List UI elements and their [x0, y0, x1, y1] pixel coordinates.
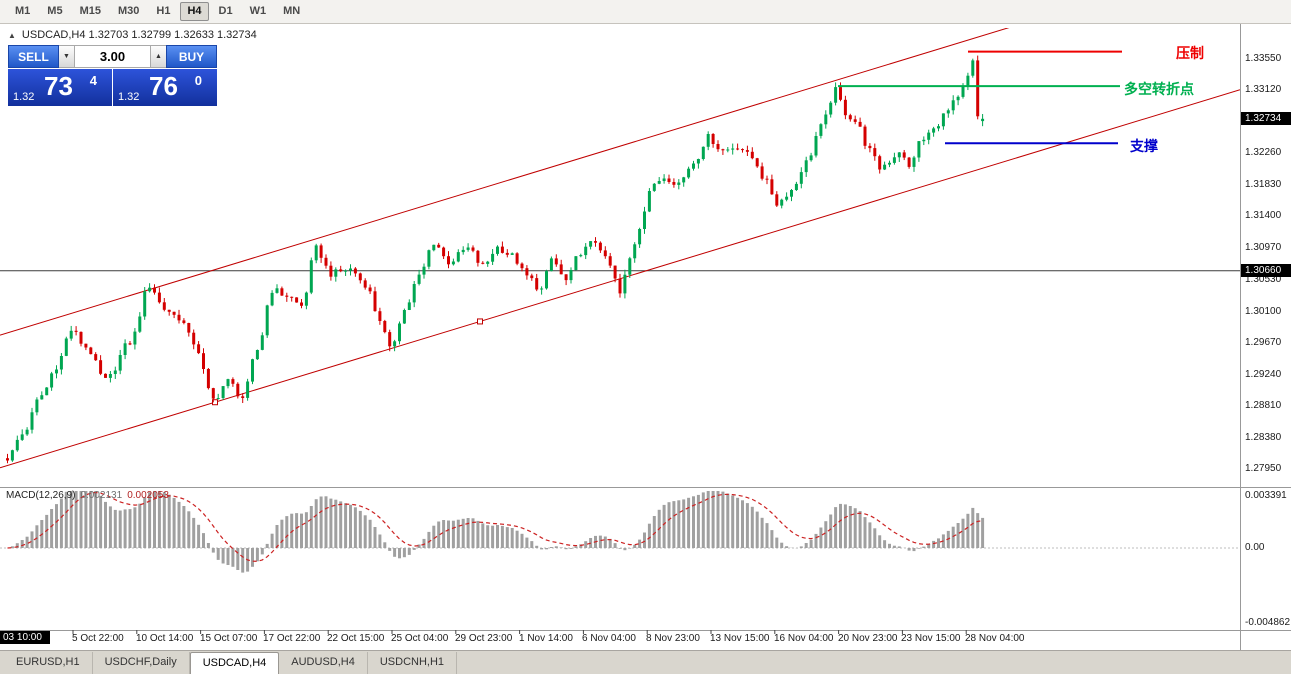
channel-upper-line [0, 28, 1010, 336]
time-axis-start-marker: 03 10:00 [0, 631, 50, 644]
price-tick-label: 1.27950 [1245, 463, 1282, 474]
time-tick-label: 16 Nov 04:00 [774, 633, 834, 644]
price-tick-label: 1.32260 [1245, 147, 1282, 158]
one-click-panel-collapse-icon[interactable]: ▲ [8, 30, 16, 40]
price-tick-label: 1.31830 [1245, 179, 1282, 190]
macd-name: MACD(12,26,9) [6, 490, 76, 501]
price-tick-label: 1.28380 [1245, 432, 1282, 443]
timeframe-button-m5[interactable]: M5 [47, 5, 63, 17]
buy-price-box[interactable]: 1.32 76 0 [113, 69, 217, 106]
macd-tick-label: 0.00 [1245, 542, 1265, 553]
timeframe-button-h4[interactable]: H4 [180, 2, 209, 21]
price-tick-label: 1.29240 [1245, 369, 1282, 380]
timeframe-button-m1[interactable]: M1 [15, 5, 31, 17]
price-tick-label: 1.30530 [1245, 274, 1282, 285]
time-tick-label: 28 Nov 04:00 [965, 633, 1025, 644]
time-tick-label: 1 Nov 14:00 [519, 633, 573, 644]
sell-button[interactable]: SELL [8, 45, 59, 68]
timeframe-button-d1[interactable]: D1 [218, 5, 233, 17]
time-tick-label: 29 Oct 23:00 [455, 633, 513, 644]
time-tick-label: 5 Oct 22:00 [72, 633, 124, 644]
sell-price-base: 1.32 [13, 91, 35, 103]
time-tick-label: 17 Oct 22:00 [263, 633, 321, 644]
sell-price-frac: 4 [89, 73, 97, 88]
trade-controls-row: SELL ▼ 3.00 ▲ BUY [8, 45, 217, 68]
time-tick-label: 10 Oct 14:00 [136, 633, 194, 644]
timeframe-toolbar: M1 M5 M15 M30 H1 H4 D1 W1 MN [0, 0, 1291, 24]
price-tick-label: 1.31400 [1245, 210, 1282, 221]
chart-tab-bar: EURUSD,H1 USDCHF,Daily USDCAD,H4 AUDUSD,H4 U… [0, 650, 1291, 674]
timeframe-button-m15[interactable]: M15 [79, 5, 101, 17]
chart-symbol-header: ▲ USDCAD,H4 1.32703 1.32799 1.32633 1.32… [8, 29, 257, 41]
level-price-marker: 1.30660 [1241, 264, 1291, 277]
volume-decrement-icon[interactable]: ▼ [59, 45, 74, 68]
macd-main-value: 0.002131 [80, 490, 123, 501]
main-plot-layer [0, 28, 1240, 469]
chart-tab-usdcnh-h1[interactable]: USDCNH,H1 [368, 652, 458, 674]
channel-handle[interactable] [212, 399, 218, 406]
volume-input[interactable]: 3.00 [74, 45, 151, 68]
time-tick-label: 25 Oct 04:00 [391, 633, 449, 644]
one-click-trading-panel: SELL ▼ 3.00 ▲ BUY 1.32 73 4 1.32 76 0 [8, 45, 217, 106]
macd-tick-label: -0.004862 [1245, 617, 1291, 628]
chart-tab-audusd-h4[interactable]: AUDUSD,H4 [279, 652, 368, 674]
time-tick-label: 22 Oct 15:00 [327, 633, 385, 644]
timeframe-button-mn[interactable]: MN [283, 5, 301, 17]
buy-price-frac: 0 [194, 73, 202, 88]
price-tick-label: 1.30100 [1245, 306, 1282, 317]
time-tick-label: 20 Nov 23:00 [838, 633, 898, 644]
macd-indicator-label: MACD(12,26,9) 0.002131 0.002053 [6, 490, 169, 501]
macd-histogram [10, 491, 985, 573]
macd-signal-line [7, 491, 983, 562]
chart-tab-eurusd-h1[interactable]: EURUSD,H1 [4, 652, 93, 674]
annotation-resistance: 压制 [1176, 45, 1204, 61]
annotation-bull-bear-pivot: 多空转折点 [1124, 81, 1194, 97]
sell-price-pips: 73 [44, 71, 73, 101]
macd-signal-value: 0.002053 [127, 490, 169, 501]
timeframe-button-h1[interactable]: H1 [156, 5, 171, 17]
time-tick-label: 15 Oct 07:00 [200, 633, 258, 644]
price-tick-label: 1.28810 [1245, 400, 1282, 411]
chart-tab-usdcad-h4[interactable]: USDCAD,H4 [189, 652, 280, 674]
macd-tick-label: 0.003391 [1245, 490, 1287, 501]
current-price-marker: 1.32734 [1241, 112, 1291, 125]
buy-price-pips: 76 [149, 71, 178, 101]
time-tick-label: 23 Nov 15:00 [901, 633, 961, 644]
price-tick-label: 1.33550 [1245, 53, 1282, 64]
timeframe-button-w1[interactable]: W1 [249, 5, 267, 17]
price-tick-label: 1.29670 [1245, 337, 1282, 348]
buy-price-base: 1.32 [118, 91, 140, 103]
candles-layer [6, 55, 985, 464]
volume-increment-icon[interactable]: ▲ [151, 45, 166, 68]
symbol-ohlc-text: USDCAD,H4 1.32703 1.32799 1.32633 1.3273… [21, 29, 257, 41]
sell-price-box[interactable]: 1.32 73 4 [8, 69, 112, 106]
time-tick-label: 6 Nov 04:00 [582, 633, 636, 644]
trade-prices-row: 1.32 73 4 1.32 76 0 [8, 69, 217, 106]
chart-tab-usdchf-daily[interactable]: USDCHF,Daily [93, 652, 190, 674]
time-tick-label: 8 Nov 23:00 [646, 633, 700, 644]
timeframe-button-m30[interactable]: M30 [117, 5, 140, 17]
price-tick-label: 1.30970 [1245, 242, 1282, 253]
time-tick-label: 13 Nov 15:00 [710, 633, 770, 644]
channel-handle[interactable] [477, 318, 483, 325]
price-tick-label: 1.33120 [1245, 84, 1282, 95]
buy-button[interactable]: BUY [166, 45, 217, 68]
macd-plot-layer [0, 491, 1240, 573]
annotation-support: 支撑 [1130, 138, 1158, 154]
